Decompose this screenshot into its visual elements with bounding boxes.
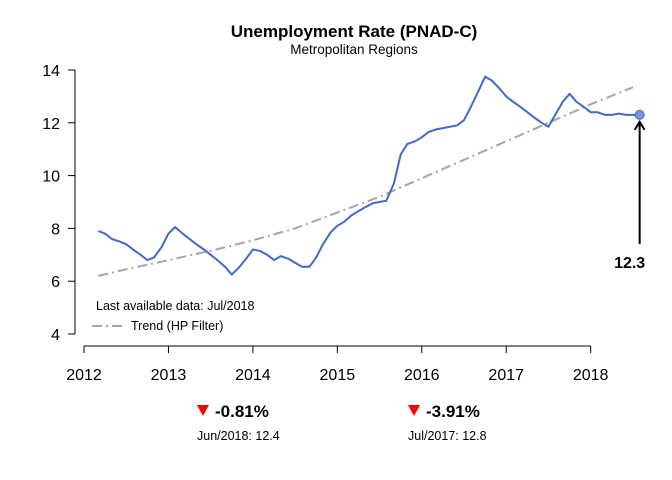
y-tick-label: 12	[42, 116, 60, 133]
stat-yearly-change-value: -3.91%	[408, 401, 578, 423]
x-axis: 2012 2013 2014 2015 2016 2017 2018	[66, 345, 609, 384]
stat-yearly-reference: Jul/2017: 12.8	[408, 429, 487, 443]
y-axis: 4 6 8 10 12 14	[42, 63, 76, 344]
x-tick-label: 2017	[488, 367, 524, 384]
unemployment-chart: Unemployment Rate (PNAD-C) Metropolitan …	[42, 22, 646, 384]
x-tick-label: 2016	[404, 367, 440, 384]
stat-yearly-change: -3.91% Jul/2017: 12.8	[408, 401, 578, 443]
last-data-point	[634, 109, 645, 120]
y-tick-label: 6	[51, 274, 60, 291]
y-tick-label: 8	[51, 221, 60, 238]
chart-title: Unemployment Rate (PNAD-C)	[231, 22, 478, 41]
y-tick-label: 4	[51, 327, 60, 344]
legend-trend-label: Trend (HP Filter)	[131, 319, 223, 333]
stat-monthly-change: -0.81% Jun/2018: 12.4	[197, 401, 367, 443]
x-tick-label: 2012	[66, 367, 102, 384]
x-tick-label: 2013	[151, 367, 187, 384]
legend: Trend (HP Filter)	[92, 319, 223, 333]
down-arrow-icon	[197, 405, 209, 416]
x-tick-label: 2015	[320, 367, 356, 384]
y-tick-label: 10	[42, 169, 60, 186]
stat-monthly-reference: Jun/2018: 12.4	[197, 429, 280, 443]
stat-yearly-change-text: -3.91%	[426, 402, 480, 421]
x-tick-label: 2018	[573, 367, 609, 384]
x-tick-label: 2014	[235, 367, 271, 384]
last-value-label: 12.3	[614, 255, 645, 272]
stat-monthly-change-text: -0.81%	[215, 402, 269, 421]
actual-series-line	[98, 75, 640, 276]
last-available-note: Last available data: Jul/2018	[96, 299, 254, 313]
trend-line	[98, 86, 634, 277]
chart-subtitle: Metropolitan Regions	[290, 42, 418, 57]
callout-arrowhead	[633, 119, 646, 131]
y-tick-label: 14	[42, 63, 60, 80]
down-arrow-icon	[408, 405, 420, 416]
stat-monthly-change-value: -0.81%	[197, 401, 367, 423]
